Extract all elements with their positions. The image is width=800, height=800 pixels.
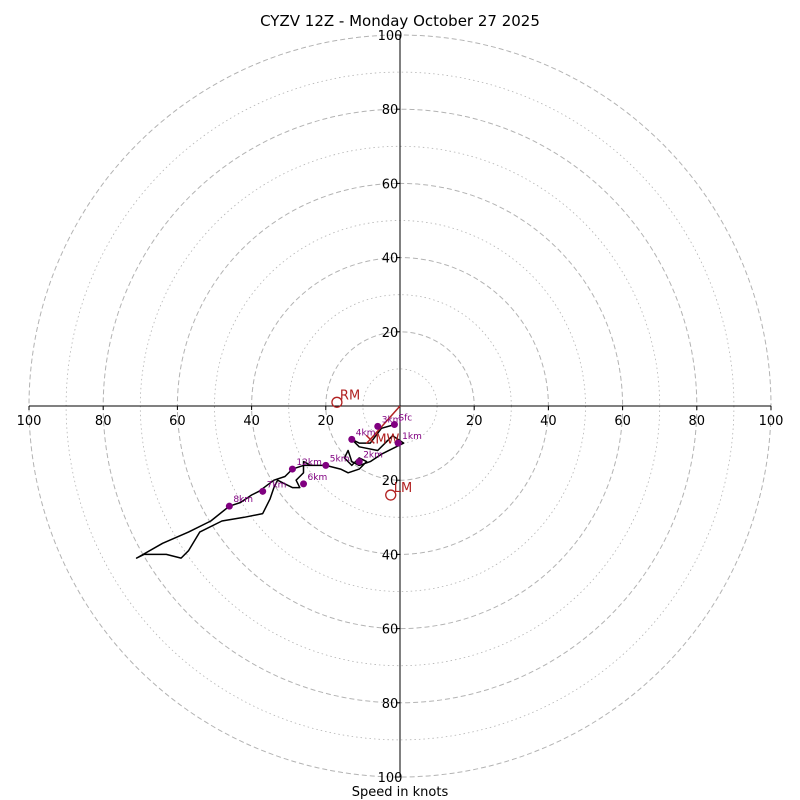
storm-motion-label-lm: LM	[394, 481, 412, 496]
tick-label-top-80: 80	[382, 103, 399, 118]
height-marker-1km	[394, 439, 402, 447]
storm-motion-label-mw: MW	[375, 432, 399, 447]
height-label-4km: 4km	[356, 428, 376, 438]
storm-motion-group: RM LM MW	[331, 388, 412, 501]
height-label-7km: 7km	[267, 480, 287, 490]
tick-label-top-20: 20	[382, 326, 399, 341]
tick-label-bottom-100: 100	[378, 771, 403, 786]
height-label-6km: 6km	[308, 473, 328, 483]
height-label-3km: 3km	[382, 415, 402, 425]
mean-wind-vector	[369, 405, 401, 440]
height-marker-6km	[300, 480, 308, 488]
tick-label-top-40: 40	[382, 252, 399, 267]
tick-label-left-100: 100	[17, 414, 42, 429]
height-marker-12km	[288, 465, 296, 473]
mean-wind-marker-b	[365, 434, 375, 444]
storm-motion-marker-rm	[331, 396, 343, 408]
tick-label-top-60: 60	[382, 177, 399, 192]
tick-label-left-80: 80	[95, 414, 112, 429]
axis-ticks: 20 20 20 20 40 40 40 40 60 60 60 60 80 80 80 80 100 100 10…	[17, 29, 784, 786]
tick-label-top-100: 100	[378, 29, 403, 44]
tick-label-right-40: 40	[540, 414, 557, 429]
tick-label-right-80: 80	[689, 414, 706, 429]
height-label-2km: 2km	[363, 451, 383, 461]
x-axis-label: Speed in knots	[352, 785, 449, 800]
chart-title: CYZV 12Z - Monday October 27 2025	[260, 12, 540, 30]
tick-label-bottom-20: 20	[382, 474, 399, 489]
hodograph-trace	[135, 423, 405, 559]
height-marker-3km	[374, 422, 382, 430]
storm-motion-label-rm: RM	[340, 388, 360, 403]
tick-label-left-40: 40	[243, 414, 260, 429]
height-marker-4km	[348, 435, 356, 443]
tick-label-right-20: 20	[466, 414, 483, 429]
height-label-8km: 8km	[233, 495, 253, 505]
height-marker-2km	[355, 458, 363, 466]
tick-label-bottom-80: 80	[382, 697, 399, 712]
storm-motion-marker-lm	[385, 489, 397, 501]
hodograph-trace-group	[135, 423, 405, 559]
height-marker-8km	[225, 502, 233, 510]
height-marker-sfc	[390, 421, 398, 429]
height-label-sfc: Sfc	[398, 414, 412, 424]
tick-label-bottom-60: 60	[382, 623, 399, 638]
tick-label-right-60: 60	[614, 414, 631, 429]
height-label-5km: 5km	[330, 454, 350, 464]
height-label-12km: 12km	[296, 458, 321, 468]
tick-label-left-60: 60	[169, 414, 186, 429]
tick-label-right-100: 100	[759, 414, 784, 429]
tick-label-left-20: 20	[318, 414, 335, 429]
tick-label-bottom-40: 40	[382, 548, 399, 563]
height-marker-7km	[259, 487, 267, 495]
height-marker-5km	[322, 461, 330, 469]
height-label-1km: 1km	[402, 432, 422, 442]
